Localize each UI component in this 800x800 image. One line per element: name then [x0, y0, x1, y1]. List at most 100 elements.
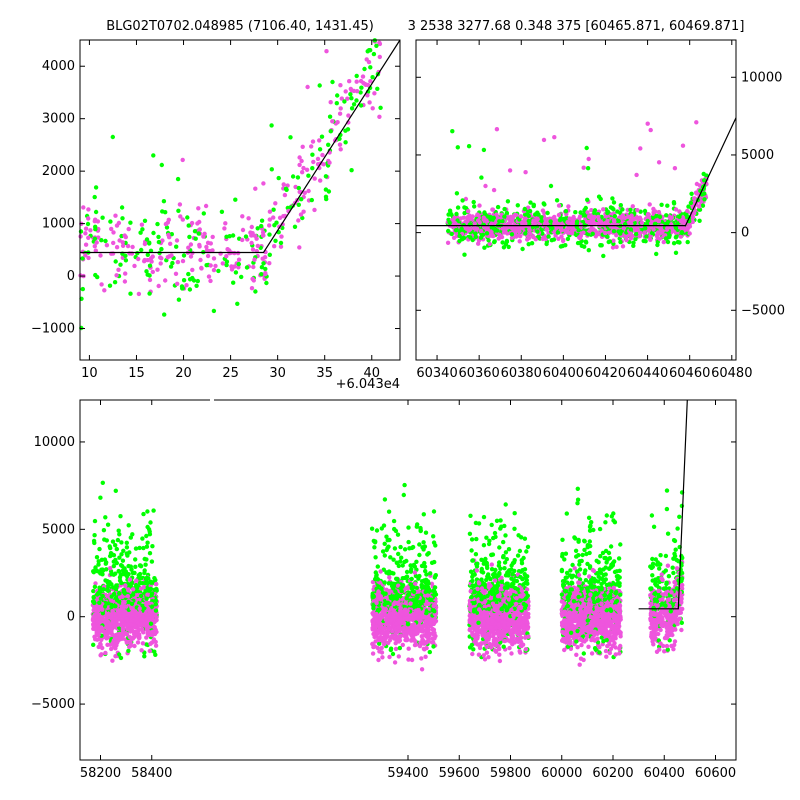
data-point: [645, 212, 651, 217]
data-point: [135, 616, 140, 621]
data-point: [132, 643, 137, 649]
data-point: [94, 555, 100, 560]
data-point: [388, 618, 394, 623]
data-point: [103, 578, 108, 583]
x-tick-label: 60380: [501, 366, 542, 381]
data-point: [382, 553, 387, 558]
data-point: [427, 649, 432, 655]
data-point: [138, 230, 143, 235]
data-point: [92, 194, 97, 200]
data-point: [168, 241, 173, 246]
data-point: [700, 203, 706, 208]
data-point: [404, 596, 409, 601]
data-point: [233, 270, 239, 275]
data-point: [491, 187, 497, 193]
data-point: [309, 144, 314, 149]
data-point: [117, 575, 123, 580]
data-point: [190, 267, 195, 273]
data-point: [145, 272, 150, 277]
data-point: [455, 205, 461, 210]
data-point: [533, 212, 538, 217]
data-point: [506, 216, 512, 222]
data-point: [478, 235, 484, 240]
data-point: [376, 657, 381, 663]
data-point: [86, 207, 91, 212]
data-point: [472, 204, 477, 209]
data-point: [119, 205, 125, 210]
data-point: [174, 244, 179, 249]
data-point: [113, 636, 118, 641]
data-point: [120, 243, 126, 248]
data-point: [108, 219, 113, 224]
data-point: [404, 585, 409, 591]
data-point: [122, 600, 127, 605]
data-point: [420, 629, 425, 634]
data-point: [147, 277, 153, 283]
data-point: [620, 244, 626, 249]
data-point: [92, 600, 97, 606]
data-point: [211, 256, 217, 261]
data-point: [394, 621, 399, 627]
data-point: [462, 252, 467, 257]
data-point: [259, 223, 264, 229]
data-point: [643, 226, 648, 231]
data-point: [372, 545, 377, 550]
data-point: [147, 551, 153, 556]
data-point: [296, 218, 301, 223]
data-point: [382, 602, 387, 607]
data-point: [96, 235, 101, 240]
data-point: [115, 537, 121, 543]
data-point: [198, 257, 203, 263]
x-tick-label: 60480: [711, 366, 752, 381]
data-point: [137, 571, 143, 577]
data-point: [354, 89, 360, 94]
data-point: [473, 231, 478, 236]
data-point: [320, 152, 325, 158]
data-point: [267, 217, 272, 222]
data-point: [343, 89, 348, 94]
data-point: [497, 219, 502, 224]
data-point: [625, 214, 631, 219]
data-point: [432, 585, 438, 590]
data-point: [633, 232, 639, 237]
data-point: [142, 259, 147, 264]
data-point: [648, 237, 653, 242]
data-point: [115, 608, 121, 613]
data-point: [584, 145, 589, 151]
data-point: [196, 231, 201, 236]
data-point: [656, 219, 661, 224]
data-point: [193, 236, 198, 241]
data-point: [98, 642, 103, 647]
data-point: [187, 287, 193, 292]
data-point: [403, 607, 408, 612]
data-point: [98, 253, 103, 258]
data-point: [494, 127, 500, 132]
data-point: [408, 601, 413, 606]
data-point: [447, 220, 452, 225]
data-point: [298, 212, 304, 217]
data-point: [377, 41, 383, 47]
data-point: [392, 660, 398, 665]
data-point: [148, 256, 154, 261]
data-point: [411, 562, 417, 568]
data-point: [558, 244, 564, 249]
data-point: [302, 190, 307, 195]
data-point: [701, 171, 706, 177]
data-point: [249, 286, 255, 291]
data-point: [327, 114, 333, 119]
data-point: [620, 207, 625, 212]
data-point: [552, 135, 557, 140]
data-point: [385, 538, 390, 543]
data-point: [374, 528, 380, 533]
data-point: [92, 244, 98, 249]
data-point: [148, 586, 153, 592]
data-point: [251, 264, 256, 270]
data-point: [227, 234, 232, 239]
data-point: [372, 540, 378, 545]
data-point: [103, 561, 109, 566]
data-point: [124, 540, 129, 545]
data-point: [111, 230, 116, 235]
data-point: [149, 259, 154, 264]
data-point: [374, 43, 379, 48]
y-tick-label: 0: [741, 226, 749, 241]
